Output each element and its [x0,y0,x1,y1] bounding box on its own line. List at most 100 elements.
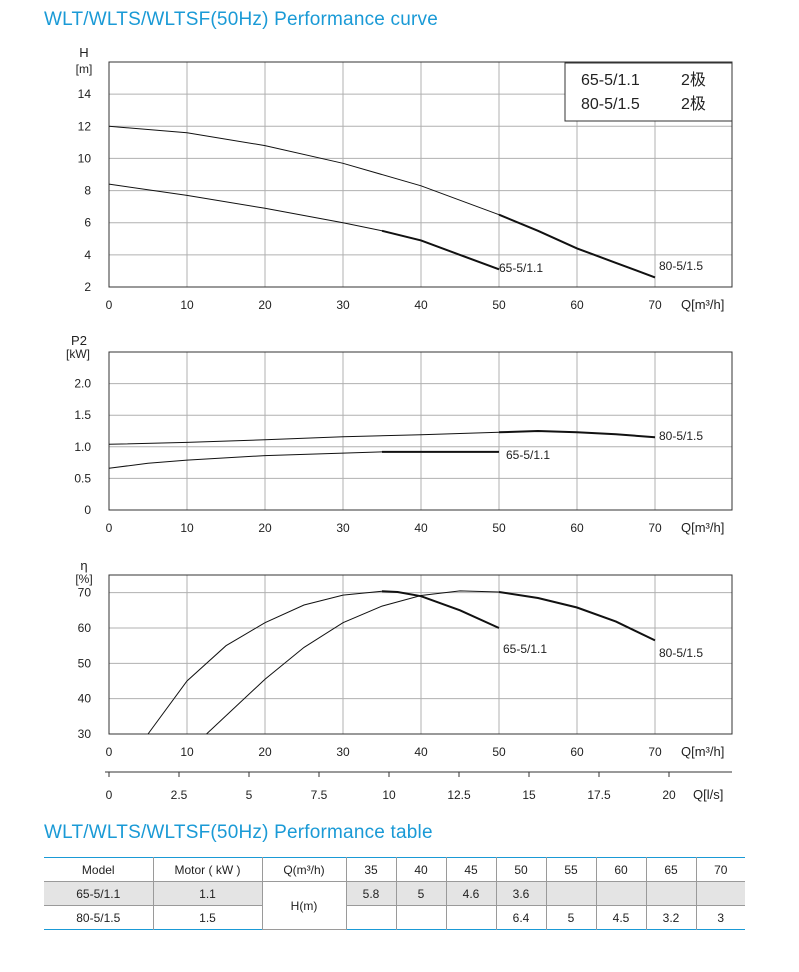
header-cell: 45 [445,857,497,882]
y-axis-unit: [kW] [66,347,90,361]
series-label: 80-5/1.5 [659,429,703,443]
legend-model: 65-5/1.1 [581,72,640,89]
curve-65-5-1-1-line [108,183,383,232]
secondary-axis-tick-label: 10 [382,788,396,802]
x-tick-label: 40 [414,298,428,312]
header-cell: 70 [695,857,745,882]
motor-cell: 1.1 [152,881,263,906]
value-cell: 3 [695,905,745,930]
y-axis-unit: [m] [76,62,93,76]
value-cell: 3.2 [645,905,697,930]
x-tick-label: 40 [414,745,428,759]
value-cell: 5 [545,905,597,930]
x-tick-label: 60 [570,521,584,535]
header-cell: 35 [345,857,397,882]
header-cell: Motor ( kW ) [152,857,263,882]
x-tick-label: 40 [414,521,428,535]
x-tick-label: 20 [258,298,272,312]
legend-poles: 2极 [681,95,706,113]
x-tick-label: 70 [648,745,662,759]
curve-80-5-1-5-operating-range [498,429,656,439]
y-tick-label: 14 [78,87,92,101]
y-tick-label: 2 [84,280,91,294]
x-tick-label: 50 [492,298,506,312]
x-tick-label: 30 [336,745,350,759]
value-cell: 4.6 [445,881,497,906]
model-cell: 80-5/1.5 [44,905,154,930]
y-tick-label: 50 [78,656,92,670]
value-cell: 6.4 [495,905,547,930]
x-tick-label: 0 [106,298,113,312]
y-tick-label: 4 [84,248,91,262]
curve-section-title: WLT/WLTS/WLTSF(50Hz) Performance curve [44,9,438,30]
performance-table: Model Motor ( kW ) Q(m³/h) 35 40 45 50 5… [44,857,745,930]
x-tick-label: 30 [336,298,350,312]
series-label: 80-5/1.5 [659,259,703,273]
y-tick-label: 12 [78,119,92,133]
curve-65-5-1-1-line [147,590,383,735]
table-row: 65-5/1.1 1.1 H(m) 5.8 5 4.6 3.6 [44,881,745,930]
y-tick-label: 8 [84,184,91,198]
table-row: 80-5/1.5 1.5 6.4 5 4.5 3.2 3 [44,905,745,930]
secondary-axis-tick-label: 0 [106,788,113,802]
y-tick-label: 70 [78,586,92,600]
value-cell: 4.5 [595,905,647,930]
series-label: 65-5/1.1 [503,642,547,656]
y-tick-label: 0 [84,503,91,517]
y-tick-label: 0.5 [74,471,91,485]
header-cell: 50 [495,857,547,882]
secondary-axis-tick-label: 17.5 [587,788,611,802]
y-tick-label: 2.0 [74,377,91,391]
x-tick-label: 0 [106,745,113,759]
x-tick-label: 70 [648,298,662,312]
curve-65-5-1-1-line [108,451,383,469]
y-tick-label: 40 [78,692,92,706]
y-tick-label: 1.0 [74,440,91,454]
value-cell: 5 [395,881,447,906]
plot-frame [108,351,733,511]
x-tick-label: 60 [570,298,584,312]
value-cell [695,881,745,906]
y-axis-title: η [80,558,87,573]
x-axis-title: Q[m³/h] [681,297,724,312]
y-tick-label: 1.5 [74,408,91,422]
x-axis-title: Q[m³/h] [681,520,724,535]
x-tick-label: 60 [570,745,584,759]
x-tick-label: 50 [492,521,506,535]
x-tick-label: 70 [648,521,662,535]
plot-frame [108,61,733,288]
x-tick-label: 10 [180,298,194,312]
x-tick-label: 10 [180,745,194,759]
y-axis-title: H [79,45,88,60]
y-tick-label: 30 [78,727,92,741]
secondary-axis-tick-label: 7.5 [311,788,328,802]
value-cell [395,905,447,930]
curve-65-5-1-1-operating-range [381,229,500,271]
y-axis-title: P2 [71,333,87,348]
x-tick-label: 20 [258,521,272,535]
header-cell: Model [44,857,154,882]
secondary-axis-tick-label: 15 [522,788,536,802]
header-cell: 65 [645,857,697,882]
legend-model: 80-5/1.5 [581,96,640,113]
secondary-axis-tick-label: 5 [246,788,253,802]
header-cell: 55 [545,857,597,882]
x-tick-label: 0 [106,521,113,535]
curve-80-5-1-5-operating-range [498,591,656,642]
curve-80-5-1-5-operating-range [498,213,656,279]
curve-80-5-1-5-line [108,125,500,216]
curve-80-5-1-5-line [108,431,500,445]
header-cell: 40 [395,857,447,882]
series-label: 65-5/1.1 [506,448,550,462]
table-section-title: WLT/WLTS/WLTSF(50Hz) Performance table [44,822,433,843]
secondary-axis-tick-label: 20 [662,788,676,802]
x-tick-label: 30 [336,521,350,535]
curve-80-5-1-5-line [206,590,500,735]
curve-65-5-1-1-operating-range [381,590,500,629]
value-cell [545,881,597,906]
value-cell [595,881,647,906]
header-cell: Q(m³/h) [261,857,347,882]
value-cell: 5.8 [345,881,397,906]
table-header-row: Model Motor ( kW ) Q(m³/h) 35 40 45 50 5… [44,857,745,882]
